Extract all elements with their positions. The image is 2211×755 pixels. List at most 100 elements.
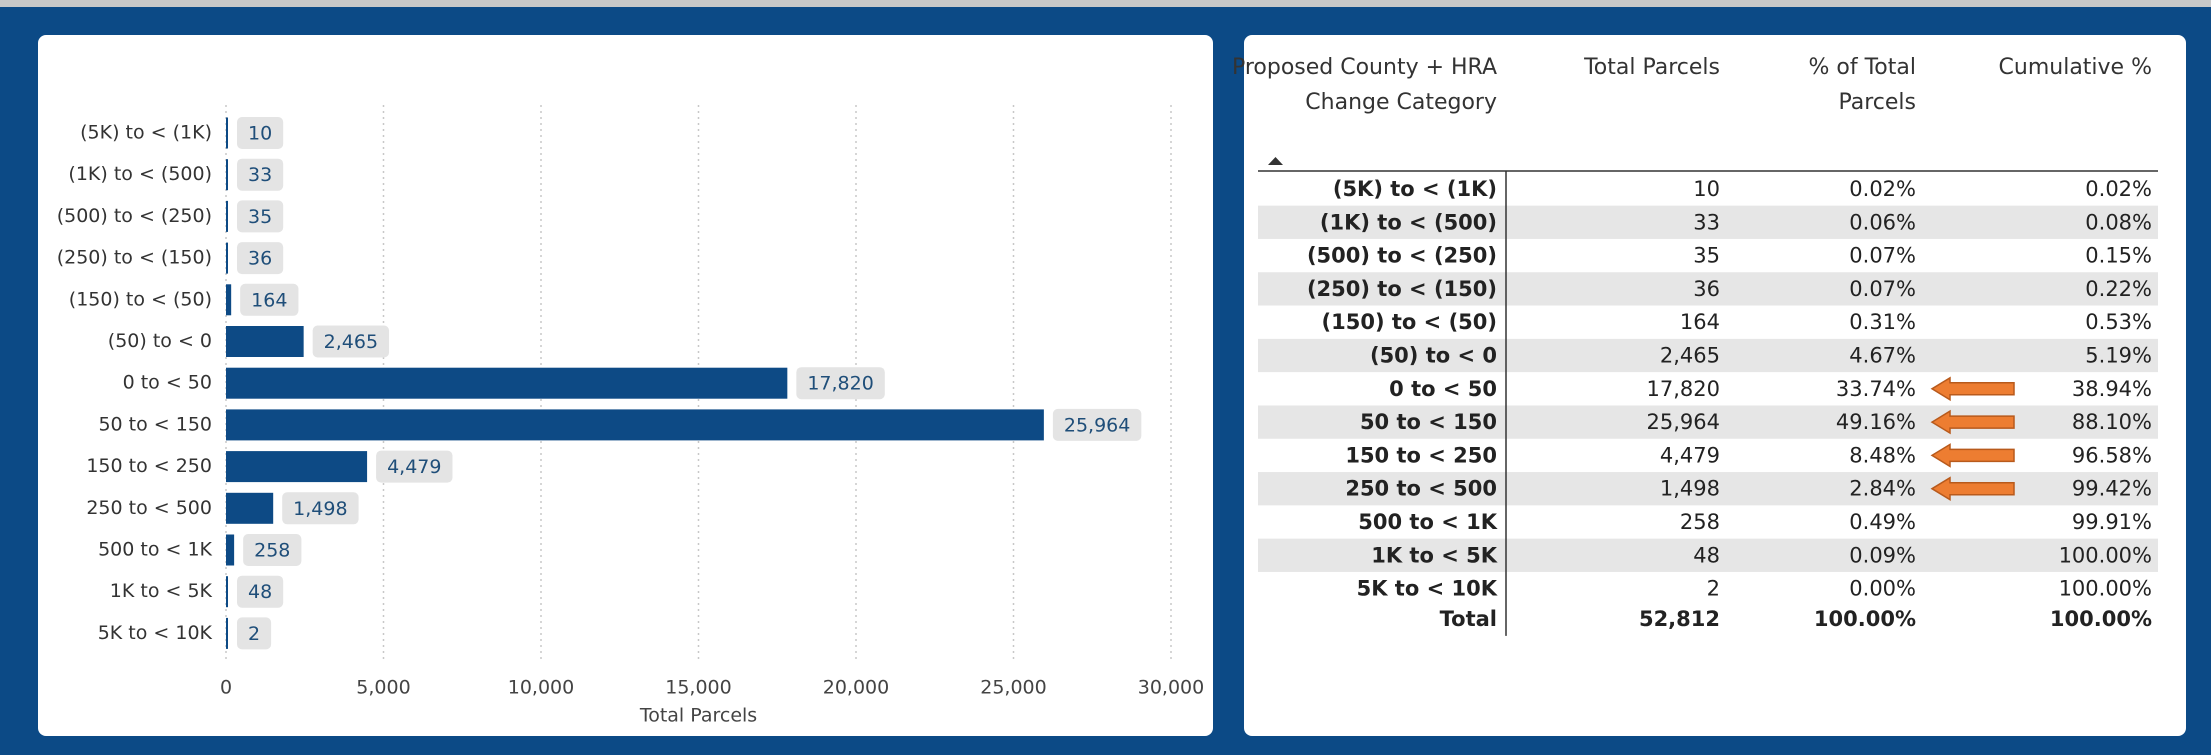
- x-tick-label: 20,000: [823, 677, 889, 699]
- cell: 100.00%: [2059, 543, 2152, 567]
- data-label: 2: [248, 623, 260, 645]
- column-header-text[interactable]: Total Parcels: [1584, 55, 1720, 80]
- y-tick-label: (1K) to < (500): [68, 163, 212, 185]
- cell: 96.58%: [2072, 443, 2152, 467]
- bar: [226, 326, 304, 357]
- data-label: 35: [248, 206, 272, 228]
- data-label: 10: [248, 123, 272, 145]
- bar: [226, 200, 228, 232]
- cell: 0.15%: [2085, 244, 2152, 268]
- bar-chart: 0 5,000 10,000 15,000 20,000 25,000 30,000 Tota…: [57, 105, 1204, 727]
- data-label-box: [312, 325, 390, 358]
- data-label-box: [1052, 408, 1142, 441]
- row-stripe: [1258, 338, 2158, 373]
- arrow: [1930, 443, 2015, 468]
- cell: 48: [1693, 543, 1720, 567]
- bar: [226, 159, 228, 191]
- column-header: Total Parcels: [1584, 55, 1720, 80]
- data-label-box: [376, 450, 453, 483]
- cell: 0.53%: [2085, 310, 2152, 334]
- cell: 99.91%: [2072, 510, 2152, 534]
- bar: [226, 617, 228, 649]
- cell: 36: [1693, 277, 1720, 301]
- y-tick-label: (250) to < (150): [57, 247, 212, 269]
- cell: 10: [1693, 177, 1720, 201]
- row-stripe: [1258, 538, 2158, 572]
- y-tick-label: 0 to < 50: [123, 372, 212, 394]
- total-cell: 100.00%: [1814, 607, 1916, 631]
- row-label: (1K) to < (500): [1320, 210, 1497, 234]
- cell: 0.06%: [1849, 210, 1916, 234]
- sort-indicator: [1268, 157, 1283, 165]
- data-label: 48: [248, 581, 272, 603]
- row-label: 150 to < 250: [1345, 443, 1497, 467]
- data-label: 164: [251, 289, 287, 311]
- column-header-text[interactable]: Cumulative %: [1998, 55, 2152, 80]
- row-label: 250 to < 500: [1345, 477, 1497, 501]
- cell: 99.42%: [2072, 477, 2152, 501]
- data-label-box: [282, 492, 359, 525]
- y-tick-label: 5K to < 10K: [98, 622, 213, 644]
- cell: 33: [1693, 210, 1720, 234]
- cell: 8.48%: [1849, 443, 1916, 467]
- cell: 33.74%: [1836, 377, 1916, 401]
- cell: 5.19%: [2085, 344, 2152, 368]
- y-tick-label: 150 to < 250: [86, 455, 212, 477]
- row-label: (250) to < (150): [1307, 277, 1497, 301]
- data-label-box: [796, 367, 885, 400]
- cell: 0.49%: [1849, 510, 1916, 534]
- data-label: 258: [254, 540, 290, 562]
- row-label: 5K to < 10K: [1357, 577, 1498, 601]
- bar: [226, 534, 235, 566]
- y-tick-label: 500 to < 1K: [98, 539, 212, 561]
- cell: 35: [1693, 244, 1720, 268]
- cell: 0.08%: [2085, 210, 2152, 234]
- data-label-box: [237, 200, 284, 233]
- data-label-box: [243, 534, 302, 566]
- cell: 4.67%: [1849, 344, 1916, 368]
- cell: 88.10%: [2072, 410, 2152, 434]
- table: Proposed County + HRA Change Category Tot…: [1231, 55, 2158, 636]
- data-label-box: [237, 575, 284, 608]
- column-header-text[interactable]: % of Total Parcels: [1808, 55, 1916, 115]
- row-label: (150) to < (50): [1322, 310, 1497, 334]
- total-cell: 52,812: [1639, 607, 1720, 631]
- cell: 4,479: [1660, 443, 1720, 467]
- bar: [226, 492, 274, 524]
- data-label: 25,964: [1064, 414, 1130, 436]
- row-label: 50 to < 150: [1360, 410, 1497, 434]
- arrow: [1930, 409, 2015, 435]
- data-label: 4,479: [387, 456, 441, 478]
- cell: 1,498: [1660, 477, 1720, 501]
- cell: 164: [1680, 310, 1720, 334]
- x-tick-label: 25,000: [980, 677, 1046, 699]
- cell: 0.00%: [1849, 577, 1916, 601]
- x-axis-title: Total Parcels: [639, 705, 757, 727]
- column-header-text[interactable]: Proposed County + HRA Change Category: [1231, 55, 1497, 115]
- bar: [226, 409, 1044, 441]
- cell: 0.07%: [1849, 244, 1916, 268]
- y-tick-label: 50 to < 150: [98, 413, 212, 435]
- row-label: 0 to < 50: [1389, 377, 1497, 401]
- data-label-box: [240, 283, 299, 316]
- x-tick-label: 0: [220, 677, 232, 699]
- data-label: 36: [248, 248, 272, 270]
- cell: 2.84%: [1849, 477, 1916, 501]
- cell: 258: [1680, 510, 1720, 534]
- cell: 2: [1707, 577, 1720, 601]
- x-tick-label: 30,000: [1138, 677, 1204, 699]
- data-label: 33: [248, 164, 272, 186]
- bar: [226, 576, 228, 608]
- y-tick-label: (50) to < 0: [108, 330, 212, 352]
- cell: 17,820: [1647, 377, 1720, 401]
- row-stripe: [1258, 205, 2158, 239]
- column-header: Cumulative %: [1998, 55, 2152, 80]
- data-label-box: [237, 158, 284, 191]
- x-tick-label: 5,000: [356, 677, 410, 699]
- row-label: (50) to < 0: [1370, 344, 1497, 368]
- bar: [226, 451, 368, 483]
- cell: 0.31%: [1849, 310, 1916, 334]
- data-label: 1,498: [293, 498, 347, 520]
